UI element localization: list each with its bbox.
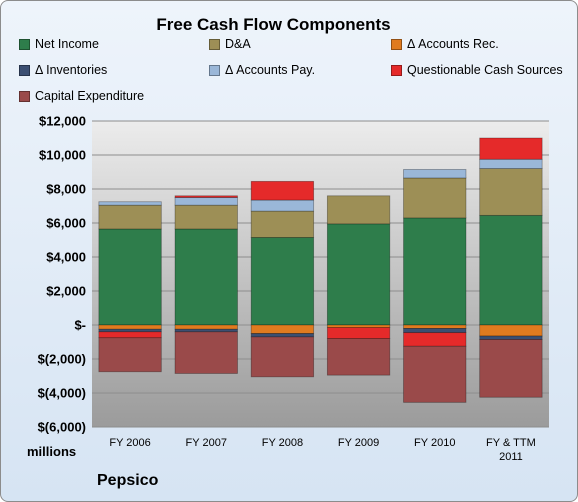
bar-segment-d-a xyxy=(250,210,315,238)
y-tick-label: $(4,000) xyxy=(38,386,86,401)
bar-segment-capital-expenditure xyxy=(174,331,238,374)
bar-segment-accounts-pay xyxy=(98,201,162,206)
bar-segment-questionable-cash-sources xyxy=(479,137,543,160)
legend-item-accounts-pay: Δ Accounts Pay. xyxy=(209,63,315,77)
bar-segment-inventories xyxy=(479,335,543,340)
bar-segment-net-income xyxy=(326,223,391,326)
legend-item-questionable-cash: Questionable Cash Sources xyxy=(391,63,563,77)
bar-segment-accounts-rec xyxy=(479,324,543,337)
bar-segment-accounts-pay xyxy=(174,197,238,206)
bar-segment-accounts-rec xyxy=(250,324,315,334)
legend-label-capex: Capital Expenditure xyxy=(35,89,145,103)
chart-title: Free Cash Flow Components xyxy=(156,15,391,34)
legend-item-capex: Capital Expenditure xyxy=(19,89,144,103)
bar-segment-net-income xyxy=(479,214,543,326)
plot-area xyxy=(92,121,549,427)
legend-label-accounts-pay: Δ Accounts Pay. xyxy=(225,63,316,77)
legend-label-questionable-cash: Questionable Cash Sources xyxy=(407,63,563,77)
bar-segment-d-a xyxy=(479,168,543,216)
legend-item-inventories: Δ Inventories xyxy=(19,63,107,77)
bar-segment-accounts-pay xyxy=(250,199,315,212)
bar-segment-capital-expenditure xyxy=(479,339,543,398)
legend: Net Income D&A Δ Accounts Rec. Δ Invento… xyxy=(19,37,569,109)
x-tick-label: FY & TTM xyxy=(486,437,536,449)
bar-segment-accounts-rec xyxy=(174,324,238,330)
company-name: Pepsico xyxy=(97,472,159,489)
units-label: millions xyxy=(27,444,77,459)
bar-segment-d-a xyxy=(326,195,391,225)
bar-segment-net-income xyxy=(250,237,315,326)
legend-label-d-and-a: D&A xyxy=(225,37,251,51)
legend-swatch-questionable-cash xyxy=(391,64,402,76)
y-tick-label: $12,000 xyxy=(39,114,86,129)
bar-segment-capital-expenditure xyxy=(326,338,391,376)
bar-segment-d-a xyxy=(98,204,162,230)
bar-segment-accounts-pay xyxy=(479,158,543,170)
legend-swatch-net-income xyxy=(19,38,30,50)
bar-segment-questionable-cash-sources xyxy=(250,180,315,201)
x-tick-label: FY 2007 xyxy=(186,437,227,449)
bar-segment-inventories xyxy=(250,333,315,338)
legend-item-accounts-rec: Δ Accounts Rec. xyxy=(391,37,499,51)
bar-segment-d-a xyxy=(403,177,467,219)
legend-swatch-accounts-rec xyxy=(391,38,402,50)
bar-segment-net-income xyxy=(98,228,162,326)
bar-segment-inventories xyxy=(403,327,467,334)
bar-segment-net-income xyxy=(403,217,467,326)
bar-segment-questionable-cash-sources xyxy=(98,331,162,339)
x-tick-label: FY 2010 xyxy=(414,437,455,449)
bar-segment-questionable-cash-sources xyxy=(403,332,467,347)
bar-segment-accounts-rec xyxy=(98,324,162,330)
x-tick-label: FY 2006 xyxy=(109,437,150,449)
legend-swatch-capex xyxy=(19,90,30,102)
bar-segment-questionable-cash-sources xyxy=(326,327,391,339)
y-tick-label: $(6,000) xyxy=(38,420,86,435)
bar-segment-capital-expenditure xyxy=(98,337,162,373)
legend-item-d-and-a: D&A xyxy=(209,37,251,51)
bar-segment-net-income xyxy=(174,228,238,326)
bar-segment-accounts-rec xyxy=(403,324,467,329)
bar-segment-capital-expenditure xyxy=(403,345,467,403)
bar-segment-accounts-pay xyxy=(403,169,467,179)
y-tick-label: $6,000 xyxy=(46,216,86,231)
legend-label-accounts-rec: Δ Accounts Rec. xyxy=(407,37,499,51)
legend-swatch-d-and-a xyxy=(209,38,220,50)
legend-label-inventories: Δ Inventories xyxy=(35,63,108,77)
y-tick-label: $4,000 xyxy=(46,250,86,265)
x-tick-label: FY 2009 xyxy=(338,437,379,449)
y-tick-label: $2,000 xyxy=(46,284,86,299)
bar-segment-questionable-cash-sources xyxy=(174,195,238,198)
x-tick-label: FY 2008 xyxy=(262,437,303,449)
legend-swatch-inventories xyxy=(19,64,30,76)
x-tick-label: 2011 xyxy=(499,451,523,463)
legend-item-net-income: Net Income xyxy=(19,37,99,51)
y-tick-label: $- xyxy=(74,318,86,333)
legend-swatch-accounts-pay xyxy=(209,64,220,76)
y-tick-label: $(2,000) xyxy=(38,352,86,367)
bar-segment-d-a xyxy=(174,204,238,230)
y-tick-label: $10,000 xyxy=(39,148,86,163)
legend-label-net-income: Net Income xyxy=(35,37,99,51)
bar-segment-capital-expenditure xyxy=(250,336,315,378)
y-tick-label: $8,000 xyxy=(46,182,86,197)
